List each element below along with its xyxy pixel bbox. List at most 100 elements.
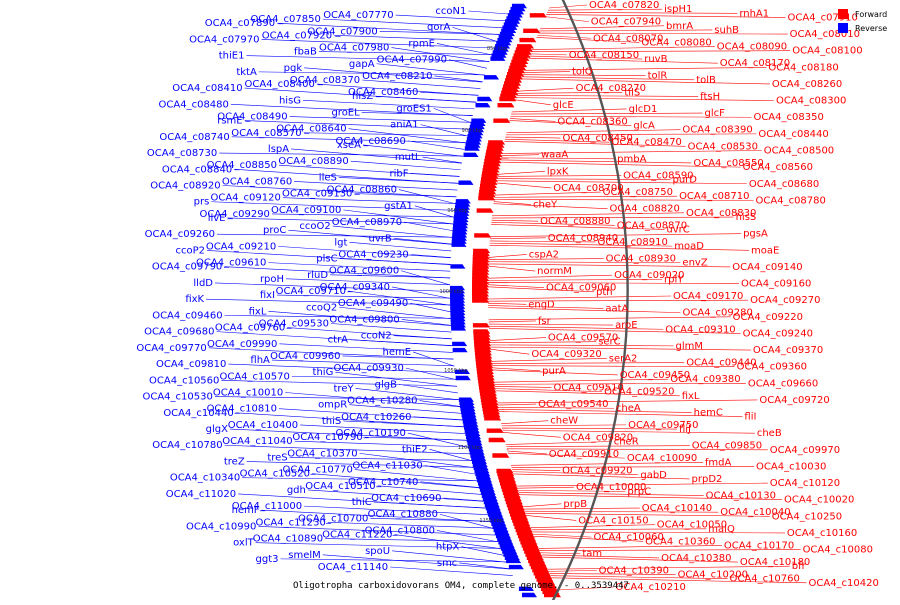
forward-gene-label[interactable]: OCA4_c08260 (772, 79, 842, 90)
reverse-gene-label[interactable]: OCA4_c08860 (327, 185, 397, 196)
reverse-gene-label[interactable]: hemF (232, 505, 260, 516)
reverse-gene-label[interactable]: OCA4_c10260 (341, 412, 411, 423)
forward-gene-label[interactable]: pmbA (617, 154, 646, 165)
forward-gene-label[interactable]: OCA4_c09660 (748, 378, 818, 389)
reverse-gene-label[interactable]: OCA4_c10800 (365, 525, 435, 536)
forward-gene-label[interactable]: OCA4_c07940 (591, 17, 661, 28)
reverse-gene-label[interactable]: OCA4_c10520 (240, 469, 310, 480)
reverse-gene-label[interactable]: ribF (390, 168, 409, 179)
forward-gene-label[interactable]: ruvB (644, 54, 667, 65)
reverse-gene-label[interactable]: OCA4_c09770 (136, 343, 206, 354)
reverse-gene-label[interactable]: ctrA (328, 335, 349, 346)
reverse-gene-label[interactable]: OCA4_c09120 (210, 193, 280, 204)
forward-gene-label[interactable]: OCA4_c09450 (620, 370, 690, 381)
reverse-gene-label[interactable]: ileS (319, 172, 337, 183)
reverse-gene-label[interactable]: OCA4_c07770 (323, 10, 393, 21)
reverse-gene-label[interactable]: pgk (284, 63, 303, 74)
reverse-gene-label[interactable]: OCA4_c09810 (156, 359, 226, 370)
forward-gene-label[interactable]: OCA4_c09060 (546, 283, 616, 294)
forward-gene-label[interactable]: moaE (751, 245, 779, 256)
reverse-gene-label[interactable]: treS (267, 452, 287, 463)
reverse-gene-label[interactable]: OCA4_c10990 (186, 521, 256, 532)
reverse-gene-label[interactable]: treZ (224, 456, 245, 467)
reverse-gene-label[interactable]: OCA4_c10770 (283, 465, 353, 476)
forward-gene-label[interactable]: OCA4_c08750 (603, 187, 673, 198)
forward-gene-label[interactable]: OCA4_c08090 (717, 42, 787, 53)
reverse-gene-label[interactable]: fixL (249, 306, 267, 317)
forward-gene-label[interactable]: OCA4_c08440 (758, 129, 828, 140)
reverse-gene-label[interactable]: thiG (313, 367, 334, 378)
forward-gene-label[interactable]: rnhA1 (739, 8, 769, 19)
forward-gene-label[interactable]: OCA4_c10020 (784, 495, 854, 506)
reverse-gene-label[interactable]: OCA4_c10400 (228, 420, 298, 431)
forward-gene-label[interactable]: OCA4_c09750 (628, 420, 698, 431)
reverse-gene-label[interactable]: thiE1 (219, 51, 245, 62)
forward-gene-label[interactable]: OCA4_c09220 (733, 312, 803, 323)
forward-gene-label[interactable]: OCA4_c09850 (692, 441, 762, 452)
forward-gene-label[interactable]: OCA4_c08350 (753, 112, 823, 123)
forward-gene-label[interactable]: OCA4_c08500 (764, 146, 834, 157)
reverse-gene-label[interactable]: htpX (436, 542, 460, 553)
forward-gene-label[interactable]: OCA4_c09360 (737, 362, 807, 373)
reverse-gene-label[interactable]: OCA4_c08400 (245, 79, 315, 90)
forward-gene-label[interactable]: OCA4_c08180 (768, 62, 838, 73)
reverse-gene-label[interactable]: OCA4_c11230 (256, 517, 326, 528)
forward-gene-label[interactable]: OCA4_c08880 (540, 216, 610, 227)
forward-gene-label[interactable]: OCA4_c10090 (627, 453, 697, 464)
forward-gene-label[interactable]: OCA4_c10760 (730, 574, 800, 585)
forward-gene-label[interactable]: cheY (533, 200, 558, 211)
forward-gene-label[interactable]: tolR (648, 71, 668, 82)
forward-gene-label[interactable]: OCA4_c10130 (706, 491, 776, 502)
reverse-gene-label[interactable]: OCA4_c07890 (205, 18, 275, 29)
forward-gene-label[interactable]: OCA4_c08560 (743, 162, 813, 173)
reverse-gene-label[interactable]: OCA4_c09790 (152, 262, 222, 273)
forward-gene-label[interactable]: OCA4_c10390 (599, 565, 669, 576)
forward-gene-label[interactable]: OCA4_c08680 (749, 179, 819, 190)
reverse-gene-label[interactable]: OCA4_c10880 (368, 509, 438, 520)
reverse-gene-label[interactable]: OCA4_c10790 (292, 432, 362, 443)
forward-gene-label[interactable]: OCA4_c10040 (720, 507, 790, 518)
forward-gene-label[interactable]: OCA4_c09280 (682, 308, 752, 319)
forward-gene-label[interactable]: OCA4_c08100 (792, 46, 862, 57)
forward-gene-label[interactable]: OCA4_c09510 (553, 382, 623, 393)
reverse-gene-label[interactable]: groEL (331, 107, 360, 118)
reverse-gene-label[interactable]: ompR (318, 400, 347, 411)
forward-gene-label[interactable]: OCA4_c09920 (562, 466, 632, 477)
forward-gene-label[interactable]: OCA4_c08270 (576, 83, 646, 94)
forward-gene-label[interactable]: fixL (682, 391, 700, 402)
reverse-gene-label[interactable]: OCA4_c09600 (329, 266, 399, 277)
forward-gene-label[interactable]: aatA (605, 303, 628, 314)
forward-gene-label[interactable]: rplY (664, 274, 684, 285)
reverse-gene-label[interactable]: hemE (383, 347, 412, 358)
reverse-gene-label[interactable]: OCA4_c09800 (329, 314, 399, 325)
reverse-gene-label[interactable]: OCA4_c10510 (305, 481, 375, 492)
forward-gene-label[interactable]: OCA4_c09820 (563, 432, 633, 443)
forward-gene-label[interactable]: aroE (615, 320, 637, 331)
reverse-gene-label[interactable]: OCA4_c08730 (147, 148, 217, 159)
reverse-gene-label[interactable]: OCA4_c09960 (270, 351, 340, 362)
forward-gene-label[interactable]: tolB (696, 75, 716, 86)
forward-gene-label[interactable]: cheW (550, 416, 578, 427)
reverse-gene-label[interactable]: uvrB (369, 233, 392, 244)
reverse-gene-label[interactable]: hisG (279, 95, 301, 106)
forward-gene-label[interactable]: OCA4_c08710 (679, 191, 749, 202)
forward-gene-label[interactable]: OCA4_c08300 (776, 96, 846, 107)
forward-gene-label[interactable]: OCA4_c10050 (657, 520, 727, 531)
forward-gene-label[interactable]: prpD2 (692, 474, 723, 485)
forward-gene-label[interactable]: OCA4_c08450 (562, 133, 632, 144)
reverse-gene-label[interactable]: OCA4_c09210 (206, 241, 276, 252)
forward-gene-label[interactable]: OCA4_c08700 (553, 183, 623, 194)
reverse-gene-label[interactable]: OCA4_c10440 (163, 408, 233, 419)
forward-gene-label[interactable]: OCA4_c10360 (645, 536, 715, 547)
forward-gene-label[interactable]: OCA4_c09440 (686, 358, 756, 369)
forward-gene-label[interactable]: OCA4_c08390 (682, 125, 752, 136)
forward-gene-label[interactable]: glmM (676, 341, 704, 352)
forward-gene-label[interactable]: OCA4_c10170 (724, 540, 794, 551)
forward-gene-label[interactable]: OCA4_c10420 (809, 578, 879, 589)
reverse-gene-label[interactable]: OCA4_c07850 (250, 14, 320, 25)
reverse-gene-label[interactable]: OCA4_c11040 (222, 436, 292, 447)
forward-gene-label[interactable]: serA2 (609, 353, 638, 364)
forward-gene-label[interactable]: OCA4_c08550 (693, 158, 763, 169)
reverse-gene-label[interactable]: OCA4_c10890 (253, 534, 323, 545)
reverse-gene-label[interactable]: OCA4_c08890 (278, 156, 348, 167)
